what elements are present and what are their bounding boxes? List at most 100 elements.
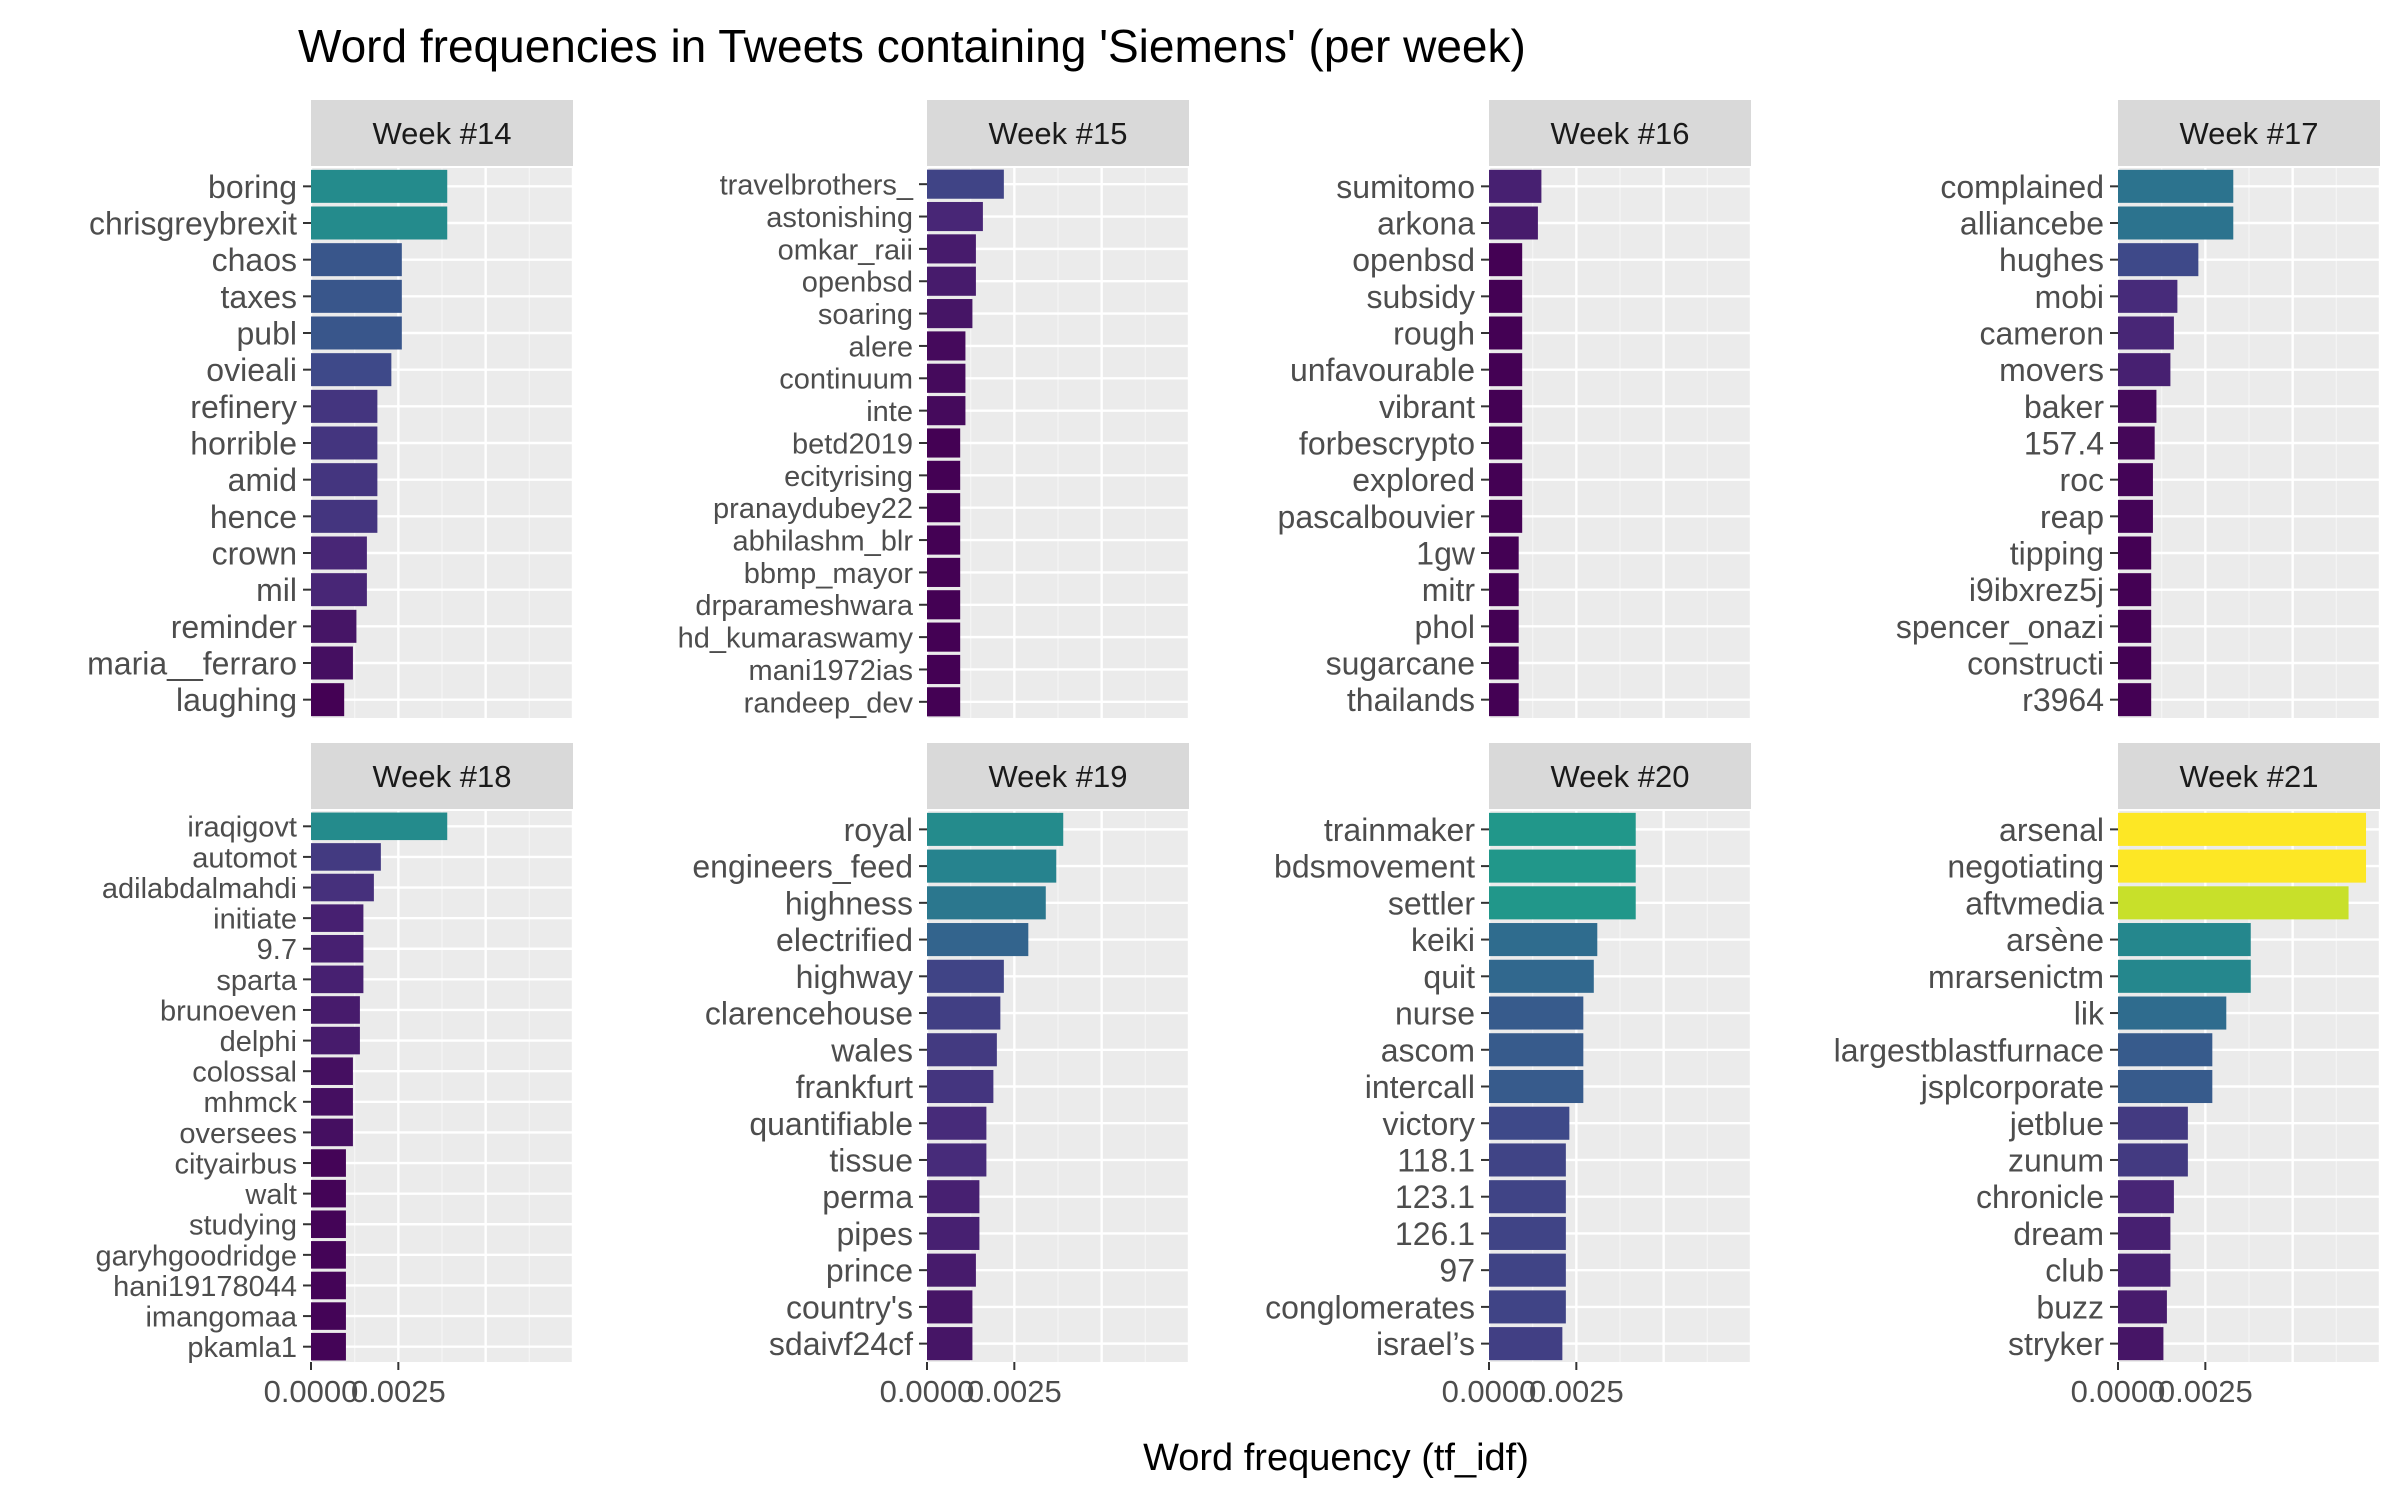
y-tick-label: chronicle (1976, 1179, 2104, 1215)
facet-week-14: Week #14 boringchrisgreybrexitchaostaxesp… (87, 100, 575, 718)
bar (2118, 1253, 2171, 1287)
bar (2118, 1033, 2213, 1067)
bar (927, 959, 1004, 993)
y-tick-label: dream (2013, 1216, 2104, 1252)
facet-strip (927, 100, 1189, 166)
facets-layer: Week #14boringchrisgreybrexitchaostaxesp… (87, 100, 2382, 1409)
y-tick-label: hani19178044 (113, 1271, 297, 1303)
y-tick-label: wales (830, 1032, 913, 1068)
bar (927, 622, 961, 652)
y-tick-label: quantifiable (749, 1106, 913, 1142)
facet-strip (927, 743, 1189, 809)
y-tick-label: pipes (837, 1216, 914, 1252)
y-tick-label: zunum (2008, 1142, 2104, 1178)
bar (311, 463, 378, 497)
bar (1489, 646, 1519, 680)
bar (311, 683, 345, 717)
y-tick-label: perma (822, 1179, 913, 1215)
y-tick-label: 9.7 (257, 934, 297, 966)
bar (2118, 573, 2152, 607)
y-tick-label: alere (849, 331, 914, 363)
bar (2118, 169, 2234, 203)
facet-strip-label: Week #19 (988, 759, 1127, 794)
bar (927, 460, 961, 490)
y-tick-label: buzz (2036, 1289, 2104, 1325)
bar (311, 1057, 353, 1085)
bar (311, 426, 378, 460)
bar (927, 812, 1064, 846)
y-tick-label: settler (1388, 885, 1475, 921)
bar (927, 886, 1046, 920)
bar (311, 843, 381, 871)
bar (311, 206, 448, 240)
y-tick-label: chrisgreybrexit (89, 206, 297, 242)
y-tick-label: pascalbouvier (1278, 499, 1476, 535)
bar (2118, 499, 2153, 533)
bar (2118, 646, 2152, 680)
bar (311, 1210, 346, 1239)
y-tick-label: amid (228, 462, 297, 498)
bar (311, 873, 374, 902)
y-tick-label: automot (192, 842, 297, 874)
y-tick-label: engineers_feed (692, 849, 913, 885)
y-tick-label: vibrant (1379, 389, 1475, 425)
bar (927, 396, 966, 426)
y-tick-label: electrified (776, 922, 913, 958)
y-tick-label: continuum (779, 364, 913, 396)
y-tick-label: mobi (2035, 279, 2104, 315)
facet-strip-label: Week #15 (988, 116, 1127, 151)
x-tick-label: 0.0000 (1442, 1374, 1537, 1409)
y-tick-label: sugarcane (1326, 646, 1475, 682)
y-tick-label: soaring (818, 299, 913, 331)
bar (2118, 886, 2349, 920)
bar (311, 279, 402, 313)
y-tick-label: arsenal (1999, 812, 2104, 848)
y-tick-label: adilabdalmahdi (102, 873, 297, 905)
bar (927, 923, 1029, 957)
bar (311, 1118, 353, 1147)
y-tick-label: laughing (176, 682, 297, 718)
y-tick-label: hd_kumaraswamy (678, 623, 914, 655)
y-tick-label: delphi (220, 1026, 297, 1058)
bar (1489, 536, 1519, 570)
y-tick-label: arsène (2006, 922, 2104, 958)
bar (311, 812, 448, 841)
y-tick-label: arkona (1377, 206, 1475, 242)
facet-week-20: Week #20 trainmakerbdsmovementsettlerkeik… (1265, 743, 1753, 1409)
y-tick-label: travelbrothers_ (720, 170, 914, 202)
bar (311, 169, 448, 203)
bar (1489, 206, 1538, 240)
bar (2118, 316, 2174, 350)
y-tick-label: bbmp_mayor (744, 558, 914, 590)
y-tick-label: colossal (192, 1057, 297, 1089)
bar (927, 1290, 973, 1324)
y-tick-label: drparameshwara (695, 590, 913, 622)
y-tick-label: 118.1 (1397, 1142, 1475, 1178)
y-tick-label: country's (786, 1289, 913, 1325)
bar (311, 1026, 360, 1055)
bar (311, 536, 367, 570)
bar (2118, 1069, 2213, 1104)
bar (311, 646, 353, 680)
x-tick-label: 0.0025 (1529, 1374, 1624, 1409)
bar (1489, 1033, 1584, 1067)
y-tick-label: chaos (212, 242, 297, 278)
bar (927, 234, 976, 264)
bar (1489, 1180, 1566, 1214)
x-tick-label: 0.0025 (967, 1374, 1062, 1409)
y-tick-label: constructi (1967, 646, 2104, 682)
bar (311, 243, 402, 277)
y-tick-label: cameron (1980, 316, 2105, 352)
bar (311, 1088, 353, 1116)
y-tick-label: royal (844, 812, 913, 848)
facet-week-15: Week #15 travelbrothers_astonishingomkar_… (678, 100, 1191, 719)
y-tick-label: publ (237, 316, 298, 352)
y-tick-label: pranaydubey22 (713, 493, 913, 525)
bar (1489, 243, 1523, 277)
y-tick-label: unfavourable (1290, 352, 1475, 388)
y-tick-label: cityairbus (175, 1148, 298, 1180)
facet-week-16: Week #16 sumitomoarkonaopenbsdsubsidyroug… (1278, 100, 1753, 718)
y-tick-label: randeep_dev (744, 687, 914, 719)
y-tick-label: sparta (216, 965, 297, 997)
